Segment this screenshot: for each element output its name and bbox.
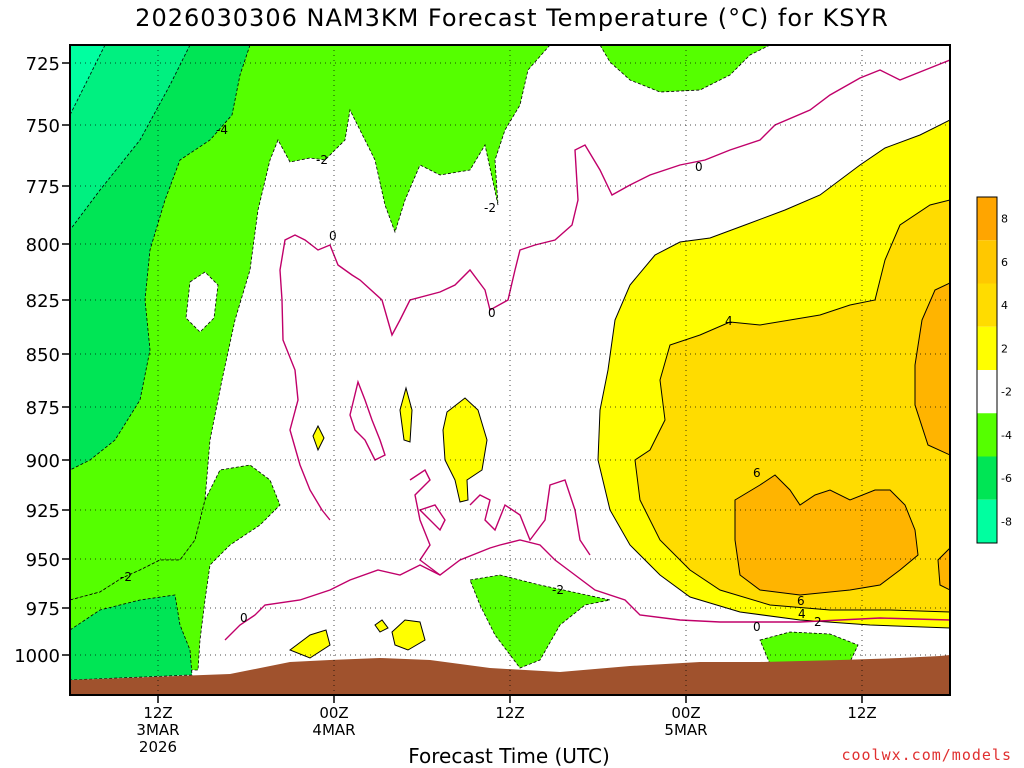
colorbar-swatch [977, 283, 997, 327]
contour-label: 2 [814, 615, 822, 629]
y-tick-label: 875 [26, 398, 60, 419]
x-tick-label: 12Z [143, 704, 172, 722]
x-tick-label: 00Z [319, 704, 348, 722]
fill-minus2-top [599, 45, 771, 93]
fill-warm-cell-b [399, 386, 413, 443]
contour-label: 0 [488, 306, 496, 320]
y-tick-label: 775 [26, 177, 60, 198]
y-tick-label: 950 [26, 550, 60, 571]
contour-label: 0 [753, 620, 761, 634]
contour-label: 6 [797, 594, 805, 608]
colorbar-swatch [977, 499, 997, 543]
x-tick-label: 12Z [847, 704, 876, 722]
y-tick-label: 850 [26, 345, 60, 366]
fill-warm-cell-e [288, 629, 331, 659]
zero-isotherm-upper [279, 59, 950, 521]
fill-minus2-bottom [759, 631, 859, 665]
contour-label: -2 [316, 153, 328, 167]
y-tick-label: 725 [26, 54, 60, 75]
x-tick-label: 2026 [139, 738, 177, 756]
y-tick-labels: 725 750 775 800 825 850 875 900 925 950 … [14, 54, 60, 667]
fill-minus6 [70, 45, 191, 231]
fill-minus8 [70, 45, 106, 116]
contour-labels: -4 -2 0 -2 0 0 4 6 6 -2 -2 4 2 0 0 [120, 123, 822, 634]
contour-label: -2 [552, 583, 564, 597]
colorbar-label: -6 [1001, 472, 1012, 485]
colorbar-label: 2 [1001, 342, 1008, 355]
fill-minus4-lower [70, 594, 193, 681]
x-tick-labels: 12Z 3MAR 2026 00Z 4MAR 12Z 00Z 5MAR 12Z [136, 704, 876, 756]
colorbar-frame [976, 196, 998, 544]
zero-isotherm-mid [409, 468, 591, 576]
colorbar-swatch [977, 240, 997, 284]
fill-warm-cell-f [374, 619, 389, 633]
x-tick-label: 5MAR [664, 721, 707, 739]
contour-label: 6 [753, 466, 761, 480]
y-tick-label: 1000 [14, 646, 60, 667]
y-tick-label: 825 [26, 291, 60, 312]
colorbar-swatch [977, 370, 997, 414]
contour-label: -4 [216, 123, 228, 137]
zero-isotherm-lower [224, 379, 950, 641]
y-tick-label: 900 [26, 451, 60, 472]
x-tick-label: 3MAR [136, 721, 179, 739]
colorbar-swatch [977, 456, 997, 500]
gridlines [70, 45, 950, 695]
contour-label: -2 [120, 570, 132, 584]
colorbar-swatch [977, 413, 997, 457]
chart-title: 2026030306 NAM3KM Forecast Temperature (… [135, 4, 889, 32]
x-tick-label: 12Z [495, 704, 524, 722]
y-tick-label: 975 [26, 599, 60, 620]
fill-white-hole [185, 271, 219, 333]
colorbar-swatch [977, 326, 997, 370]
contour-label: 0 [240, 611, 248, 625]
x-tick-label: 4MAR [312, 721, 355, 739]
contour-label: 0 [695, 160, 703, 174]
site-credit: coolwx.com/models [841, 746, 1012, 764]
fill-minus2-band [70, 45, 551, 601]
y-tick-label: 800 [26, 235, 60, 256]
y-tick-label: 750 [26, 116, 60, 137]
fill-warm-cell-a [442, 397, 488, 503]
contour-label: 0 [329, 229, 337, 243]
colorbar: 8 6 4 2 -2 -4 -6 -8 [976, 196, 1012, 544]
colorbar-label: 4 [1001, 299, 1008, 312]
fill-minus2-island [469, 574, 611, 669]
colorbar-label: 8 [1001, 213, 1008, 226]
y-tick-label: 925 [26, 501, 60, 522]
fill-plus6 [734, 474, 919, 596]
contour-label: 4 [725, 314, 733, 328]
colorbar-label: -4 [1001, 429, 1012, 442]
fill-warm-cell-c [312, 424, 325, 452]
x-axis [157, 695, 863, 703]
contour-label: 4 [798, 607, 806, 621]
fill-plus6-edge [914, 282, 950, 456]
fill-warm-cell-d [391, 619, 426, 651]
colorbar-label: -2 [1001, 386, 1012, 399]
fill-plus6-right [937, 547, 950, 591]
colorbar-swatch [977, 197, 997, 241]
colorbar-label: 6 [1001, 256, 1008, 269]
x-tick-label: 00Z [671, 704, 700, 722]
contour-label: -2 [484, 201, 496, 215]
colorbar-label: -8 [1001, 515, 1012, 528]
x-axis-title: Forecast Time (UTC) [408, 744, 610, 768]
y-axis [62, 62, 70, 656]
